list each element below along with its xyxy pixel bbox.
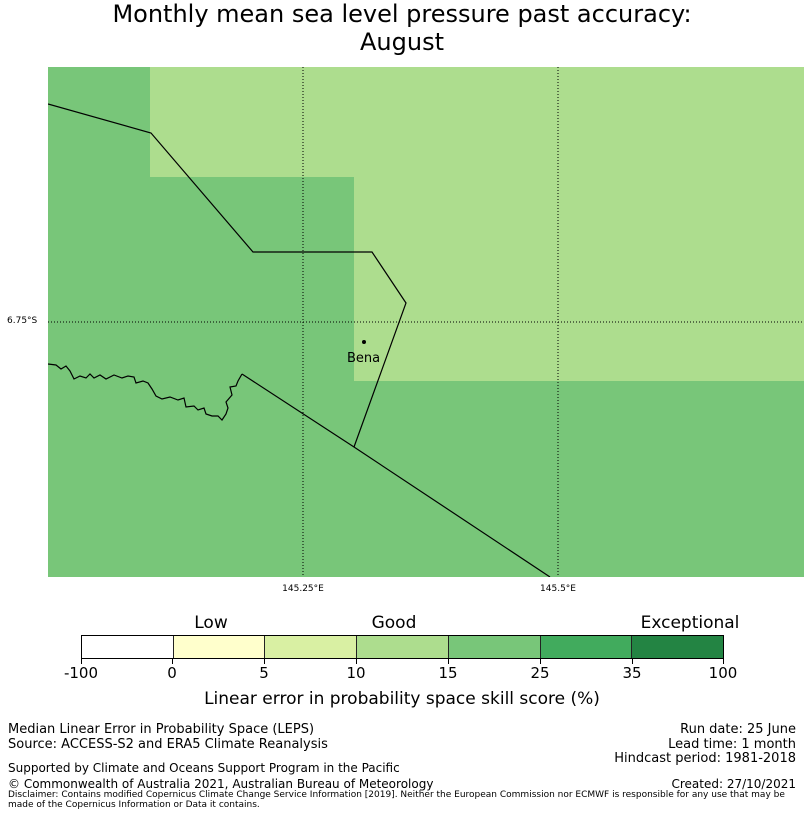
category-good: Good <box>371 613 417 633</box>
map-cell-top <box>150 67 804 177</box>
colorbar-tick <box>723 659 724 664</box>
river-line <box>48 363 243 421</box>
colorbar-segment <box>632 636 724 658</box>
skill-map <box>48 67 804 577</box>
colorbar-segment <box>265 636 358 658</box>
lat-label: 6.75°S <box>7 316 38 326</box>
colorbar-tick-label: 100 <box>708 664 738 682</box>
chart-title-line2: August <box>360 28 444 56</box>
footer-hindcast: Hindcast period: 1981-2018 <box>614 751 796 766</box>
lon-label-145-25: 145.25°E <box>282 584 324 594</box>
bena-marker <box>362 340 366 344</box>
colorbar-tick <box>356 659 357 664</box>
category-low: Low <box>194 613 228 633</box>
colorbar-tick <box>264 659 265 664</box>
colorbar-tick <box>632 659 633 664</box>
footer-support: Supported by Climate and Oceans Support … <box>8 761 400 775</box>
colorbar-tick-label: 10 <box>346 664 366 682</box>
province-border <box>48 103 407 448</box>
colorbar-tick-label: 0 <box>167 664 177 682</box>
colorbar-segment <box>448 636 541 658</box>
bena-label: Bena <box>347 351 381 366</box>
colorbar-tick <box>81 659 82 664</box>
colorbar-segment <box>357 636 449 658</box>
colorbar-segment <box>540 636 633 658</box>
footer-run-date: Run date: 25 June <box>680 722 796 737</box>
colorbar-tick-label: 35 <box>622 664 642 682</box>
lon-label-145-5: 145.5°E <box>540 584 576 594</box>
footer-disclaimer: Disclaimer: Contains modified Copernicus… <box>8 790 785 810</box>
footer-method: Median Linear Error in Probability Space… <box>8 722 315 737</box>
colorbar-tick-label: -100 <box>63 664 99 682</box>
footer-created: Created: 27/10/2021 <box>671 777 796 791</box>
colorbar <box>81 635 724 659</box>
footer-copyright: © Commonwealth of Australia 2021, Austra… <box>8 777 434 791</box>
map-cell-right <box>354 177 804 381</box>
colorbar-tick <box>172 659 173 664</box>
colorbar-tick-label: 15 <box>438 664 458 682</box>
colorbar-segment <box>173 636 266 658</box>
colorbar-tick-label: 5 <box>259 664 269 682</box>
colorbar-title: Linear error in probability space skill … <box>204 689 600 709</box>
chart-title-line1: Monthly mean sea level pressure past acc… <box>112 0 692 28</box>
footer-lead-time: Lead time: 1 month <box>668 737 796 752</box>
colorbar-tick <box>448 659 449 664</box>
category-exceptional: Exceptional <box>640 613 740 633</box>
colorbar-tick-label: 25 <box>530 664 550 682</box>
province-border-lower <box>241 373 551 577</box>
footer-source: Source: ACCESS-S2 and ERA5 Climate Reana… <box>8 737 328 752</box>
colorbar-segment <box>82 636 174 658</box>
colorbar-tick <box>540 659 541 664</box>
